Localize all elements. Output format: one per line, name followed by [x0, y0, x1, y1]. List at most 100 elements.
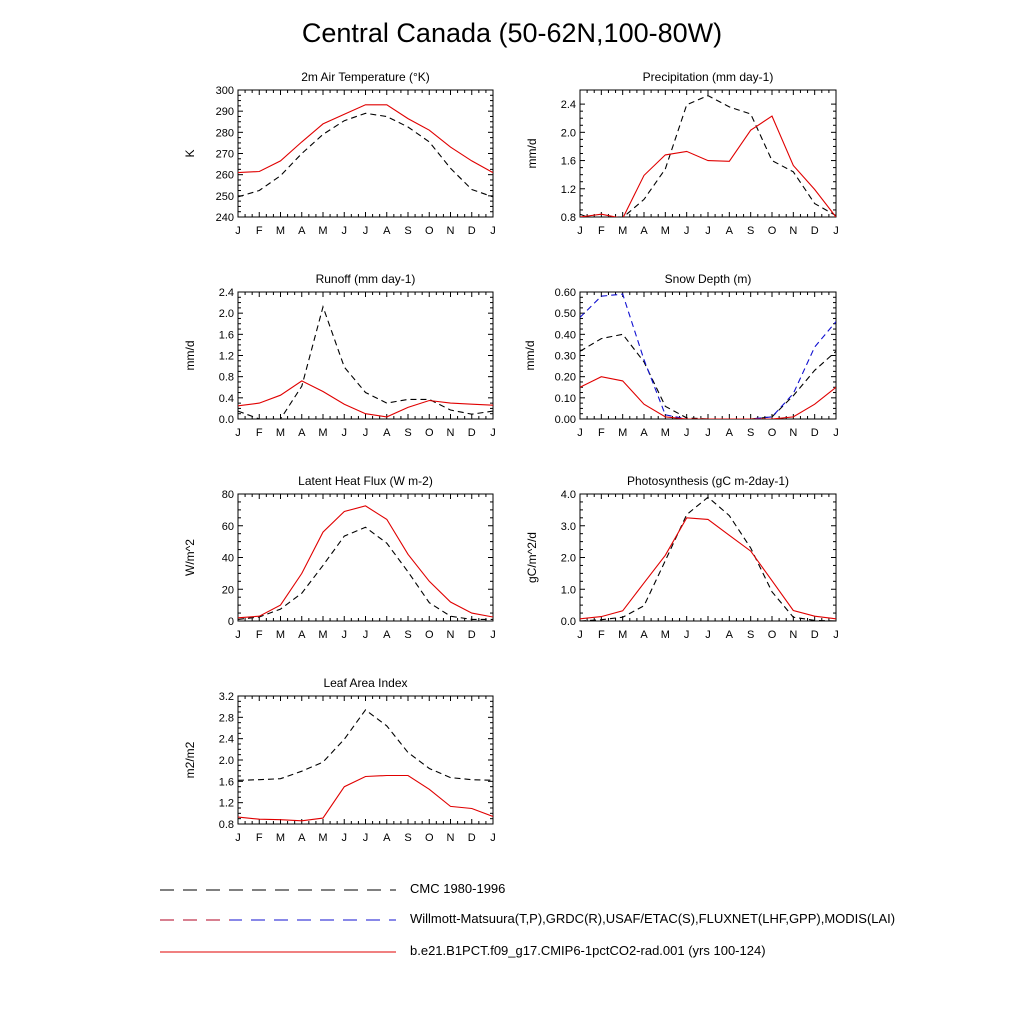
y-tick-label: 0.20: [555, 372, 576, 384]
x-tick-label: S: [404, 629, 411, 641]
y-tick-label: 240: [216, 212, 234, 224]
y-tick-label: 0.50: [555, 308, 576, 320]
x-tick-label: M: [276, 629, 285, 641]
x-tick-label: M: [661, 629, 670, 641]
y-tick-label: 0: [228, 616, 234, 628]
y-tick-label: 80: [222, 489, 234, 501]
x-tick-label: A: [726, 629, 734, 641]
x-tick-label: J: [490, 427, 496, 439]
x-tick-label: M: [318, 629, 327, 641]
y-tick-label: 0.0: [561, 616, 576, 628]
y-tick-label: 20: [222, 584, 234, 596]
x-tick-label: J: [705, 629, 711, 641]
x-tick-label: M: [318, 225, 327, 237]
x-tick-label: O: [425, 427, 434, 439]
y-tick-label: 290: [216, 106, 234, 118]
x-tick-label: A: [298, 832, 306, 844]
y-tick-label: 270: [216, 149, 234, 161]
y-tick-label: 3.2: [219, 691, 234, 703]
y-tick-label: 0.0: [219, 414, 234, 426]
y-tick-label: 0.8: [561, 212, 576, 224]
x-tick-label: D: [468, 629, 476, 641]
y-tick-label: 0.40: [555, 329, 576, 341]
y-tick-label: 2.0: [219, 308, 234, 320]
y-tick-label: 1.2: [561, 184, 576, 196]
y-tick-label: 4.0: [561, 489, 576, 501]
y-tick-label: 260: [216, 170, 234, 182]
legend-swatch-solid-red: [160, 951, 396, 953]
panel-title: Leaf Area Index: [323, 676, 407, 690]
panel-title: 2m Air Temperature (°K): [301, 70, 430, 84]
x-tick-label: A: [383, 629, 391, 641]
y-tick-label: 1.2: [219, 351, 234, 363]
chart-panel-6: J F M A M J J A S O N D J0.01.02.03.04.0Photosynthes…: [525, 474, 839, 641]
x-tick-label: A: [298, 629, 306, 641]
x-tick-label: N: [789, 629, 797, 641]
chart-panel-2: J F M A M J J A S O N D J0.81.21.62.02.4Precipitatio…: [525, 70, 839, 237]
y-tick-label: 300: [216, 85, 234, 97]
x-tick-label: A: [383, 832, 391, 844]
series-line-black: [580, 496, 836, 621]
y-tick-label: 0.4: [219, 393, 234, 405]
y-tick-label: 3.0: [561, 521, 576, 533]
y-tick-label: 2.0: [219, 755, 234, 767]
x-tick-label: F: [598, 629, 605, 641]
y-tick-label: 0.60: [555, 287, 576, 299]
x-tick-label: J: [235, 832, 241, 844]
x-tick-label: A: [640, 225, 648, 237]
x-tick-label: J: [342, 225, 348, 237]
x-tick-label: S: [747, 629, 754, 641]
series-line-solid: [238, 380, 493, 418]
plot-frame: [579, 493, 837, 622]
x-tick-label: A: [726, 427, 734, 439]
x-tick-label: J: [577, 225, 583, 237]
x-tick-label: O: [425, 629, 434, 641]
y-tick-label: 1.6: [561, 156, 576, 168]
x-tick-label: S: [404, 832, 411, 844]
panel-title: Snow Depth (m): [665, 272, 752, 286]
x-tick-label: J: [705, 427, 711, 439]
x-tick-label: J: [684, 427, 690, 439]
x-tick-label: D: [811, 427, 819, 439]
chart-panel-4: J F M A M J J A S O N D J0.000.100.200.300.400.500.6…: [523, 272, 839, 439]
x-tick-label: J: [363, 629, 369, 641]
x-tick-label: D: [811, 629, 819, 641]
x-tick-label: J: [577, 427, 583, 439]
x-tick-label: A: [383, 225, 391, 237]
y-tick-label: 2.4: [219, 287, 234, 299]
x-tick-label: J: [490, 629, 496, 641]
legend-swatch-dashed-mixed: [160, 919, 396, 921]
x-tick-label: J: [705, 225, 711, 237]
series-line-black: [580, 94, 836, 217]
x-tick-label: F: [256, 832, 263, 844]
panel-title: Latent Heat Flux (W m-2): [298, 474, 433, 488]
plot-frame: [237, 291, 494, 420]
x-tick-label: F: [598, 225, 605, 237]
y-tick-label: 2.4: [561, 99, 576, 111]
legend-label: b.e21.B1PCT.f09_g17.CMIP6-1pctCO2-rad.00…: [410, 943, 766, 958]
x-tick-label: A: [383, 427, 391, 439]
x-tick-label: J: [684, 629, 690, 641]
x-tick-label: J: [235, 427, 241, 439]
y-tick-label: 2.0: [561, 553, 576, 565]
x-tick-label: D: [468, 427, 476, 439]
x-tick-label: O: [768, 427, 777, 439]
y-axis-label: mm/d: [525, 139, 539, 169]
x-tick-label: D: [468, 832, 476, 844]
x-tick-label: J: [684, 225, 690, 237]
y-tick-label: 0.10: [555, 393, 576, 405]
series-line-solid: [580, 115, 836, 217]
series-line-black: [580, 333, 836, 419]
x-tick-label: M: [661, 225, 670, 237]
x-tick-label: N: [447, 225, 455, 237]
y-tick-label: 0.8: [219, 819, 234, 831]
x-tick-label: F: [598, 427, 605, 439]
y-tick-label: 40: [222, 553, 234, 565]
x-tick-label: S: [404, 225, 411, 237]
y-tick-label: 2.4: [219, 734, 234, 746]
x-tick-label: M: [276, 427, 285, 439]
